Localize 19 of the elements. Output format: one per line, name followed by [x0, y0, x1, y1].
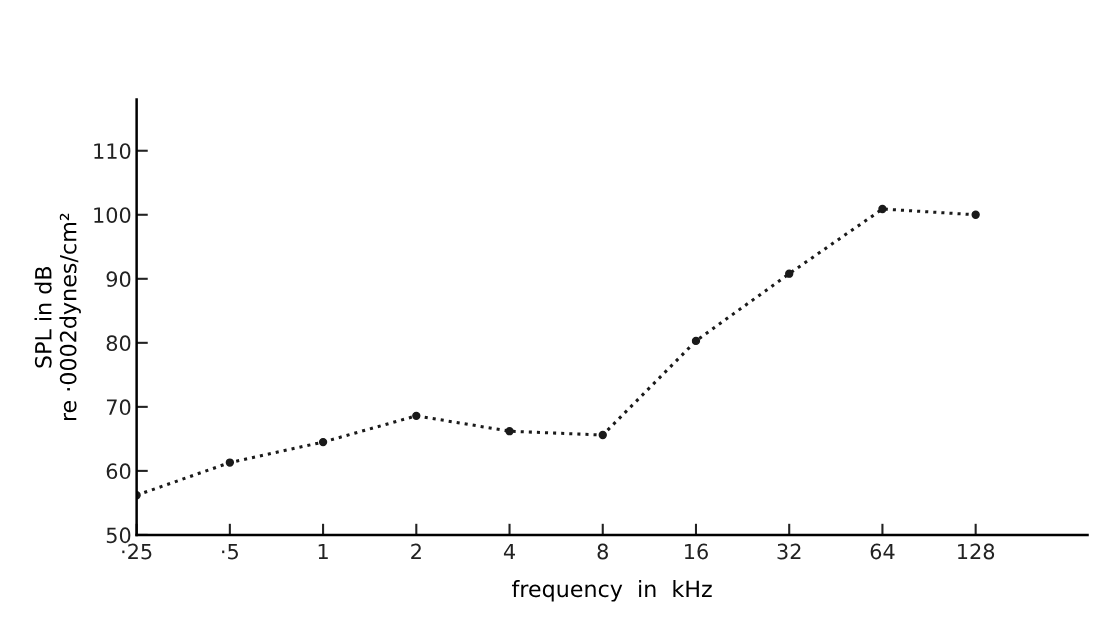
x-tick-label: ·25 — [122, 543, 152, 560]
y-tick-label: 70 — [106, 399, 131, 416]
x-tick-label: 128 — [958, 543, 995, 560]
x-tick-label: ·5 — [222, 543, 238, 560]
x-tick-label: 8 — [597, 543, 608, 560]
y-tick-label: 110 — [94, 143, 131, 159]
y-tick-label: 100 — [94, 207, 131, 223]
x-tick-label: 32 — [777, 543, 801, 560]
y-tick-label: 60 — [106, 463, 131, 480]
x-tick-label: 1 — [318, 543, 328, 560]
x-axis-title: frequency in kHz — [511, 580, 712, 602]
x-tick-label: 16 — [685, 543, 708, 560]
x-tick-label: 2 — [411, 543, 421, 560]
y-axis-title: SPL in dB re ·0002dynes/cm² — [34, 213, 81, 421]
x-tick-label: 64 — [870, 543, 895, 560]
y-tick-label: 50 — [106, 527, 131, 544]
y-tick-label: 80 — [106, 335, 131, 352]
x-tick-label: 4 — [503, 543, 515, 560]
y-tick-label: 90 — [106, 271, 131, 288]
